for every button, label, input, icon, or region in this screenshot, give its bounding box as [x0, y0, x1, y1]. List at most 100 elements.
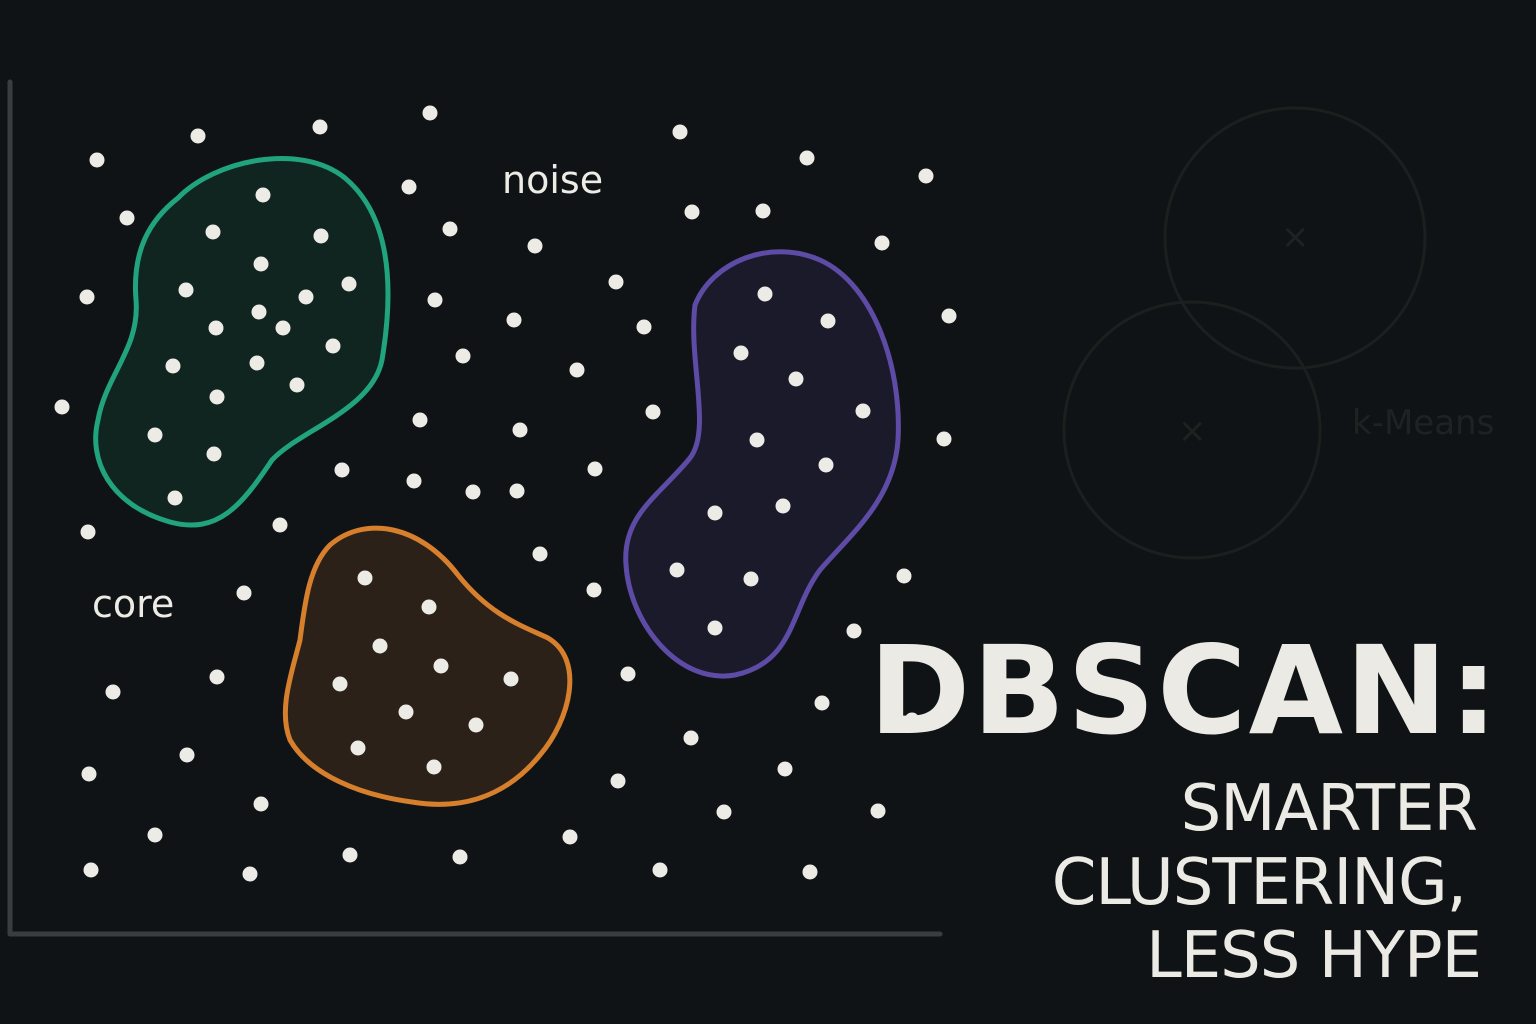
- data-point: [147, 827, 163, 843]
- data-point: [788, 371, 804, 387]
- data-point: [683, 730, 699, 746]
- data-point: [755, 203, 771, 219]
- data-point: [406, 473, 422, 489]
- data-point: [167, 490, 183, 506]
- core-label: core: [92, 582, 174, 626]
- data-point: [707, 505, 723, 521]
- data-point: [179, 747, 195, 763]
- data-point: [312, 119, 328, 135]
- data-point: [412, 412, 428, 428]
- data-point: [814, 695, 830, 711]
- ghost-centroid-marker-lower: ×: [1178, 411, 1207, 451]
- data-point: [255, 187, 271, 203]
- headline-line-clustering: CLUSTERING,: [1052, 846, 1466, 920]
- data-point: [442, 221, 458, 237]
- data-point: [433, 658, 449, 674]
- headline-line-smarter: SMARTER: [1181, 772, 1477, 846]
- data-point: [289, 377, 305, 393]
- data-point: [743, 571, 759, 587]
- ghost-centroid-marker-upper: ×: [1281, 217, 1310, 257]
- data-point: [325, 338, 341, 354]
- data-point: [298, 289, 314, 305]
- data-point: [54, 399, 70, 415]
- data-point: [733, 345, 749, 361]
- data-point: [512, 422, 528, 438]
- ghost-kmeans-group: × × k-Means: [1062, 106, 1494, 560]
- data-points: [54, 105, 957, 882]
- data-point: [119, 210, 135, 226]
- data-point: [468, 717, 484, 733]
- data-point: [350, 740, 366, 756]
- data-point: [707, 620, 723, 636]
- data-point: [749, 432, 765, 448]
- data-point: [242, 866, 258, 882]
- data-point: [799, 150, 815, 166]
- data-point: [253, 796, 269, 812]
- purple-cluster-blob: [623, 249, 901, 679]
- data-point: [620, 666, 636, 682]
- data-point: [818, 457, 834, 473]
- data-point: [918, 168, 934, 184]
- data-point: [527, 238, 543, 254]
- data-point: [206, 446, 222, 462]
- noise-label: noise: [502, 158, 603, 202]
- data-point: [83, 862, 99, 878]
- data-point: [509, 483, 525, 499]
- green-cluster-blob: [93, 156, 391, 528]
- data-point: [272, 517, 288, 533]
- data-point: [775, 498, 791, 514]
- data-point: [313, 228, 329, 244]
- data-point: [332, 676, 348, 692]
- data-point: [165, 358, 181, 374]
- data-point: [586, 582, 602, 598]
- data-point: [569, 362, 585, 378]
- data-point: [757, 286, 773, 302]
- data-point: [503, 671, 519, 687]
- data-point: [684, 204, 700, 220]
- data-point: [465, 484, 481, 500]
- axes: [7, 79, 943, 937]
- data-point: [147, 427, 163, 443]
- data-point: [236, 585, 252, 601]
- data-point: [372, 638, 388, 654]
- data-point: [401, 179, 417, 195]
- data-point: [669, 562, 685, 578]
- data-point: [452, 849, 468, 865]
- data-point: [777, 761, 793, 777]
- data-point: [275, 320, 291, 336]
- ghost-kmeans-label: k-Means: [1352, 403, 1494, 443]
- ghost-kmeans-circle-upper: [1163, 106, 1427, 370]
- data-point: [506, 312, 522, 328]
- data-point: [870, 803, 886, 819]
- data-point: [89, 152, 105, 168]
- data-point: [610, 773, 626, 789]
- data-point: [81, 766, 97, 782]
- data-point: [652, 862, 668, 878]
- data-point: [896, 568, 912, 584]
- data-point: [341, 276, 357, 292]
- orange-cluster-blob: [282, 525, 573, 807]
- data-point: [855, 403, 871, 419]
- data-point: [334, 462, 350, 478]
- data-point: [802, 864, 818, 880]
- data-point: [562, 829, 578, 845]
- data-point: [587, 461, 603, 477]
- data-point: [904, 712, 920, 728]
- data-point: [672, 124, 688, 140]
- data-point: [209, 669, 225, 685]
- data-point: [422, 105, 438, 121]
- data-point: [846, 623, 862, 639]
- data-point: [936, 431, 952, 447]
- data-point: [209, 389, 225, 405]
- data-point: [251, 304, 267, 320]
- data-point: [398, 704, 414, 720]
- data-point: [357, 570, 373, 586]
- headline: DBSCAN: SMARTER CLUSTERING, LESS HYPE: [869, 620, 1498, 993]
- data-point: [253, 256, 269, 272]
- data-point: [636, 319, 652, 335]
- data-point: [608, 274, 624, 290]
- data-point: [941, 308, 957, 324]
- data-point: [645, 404, 661, 420]
